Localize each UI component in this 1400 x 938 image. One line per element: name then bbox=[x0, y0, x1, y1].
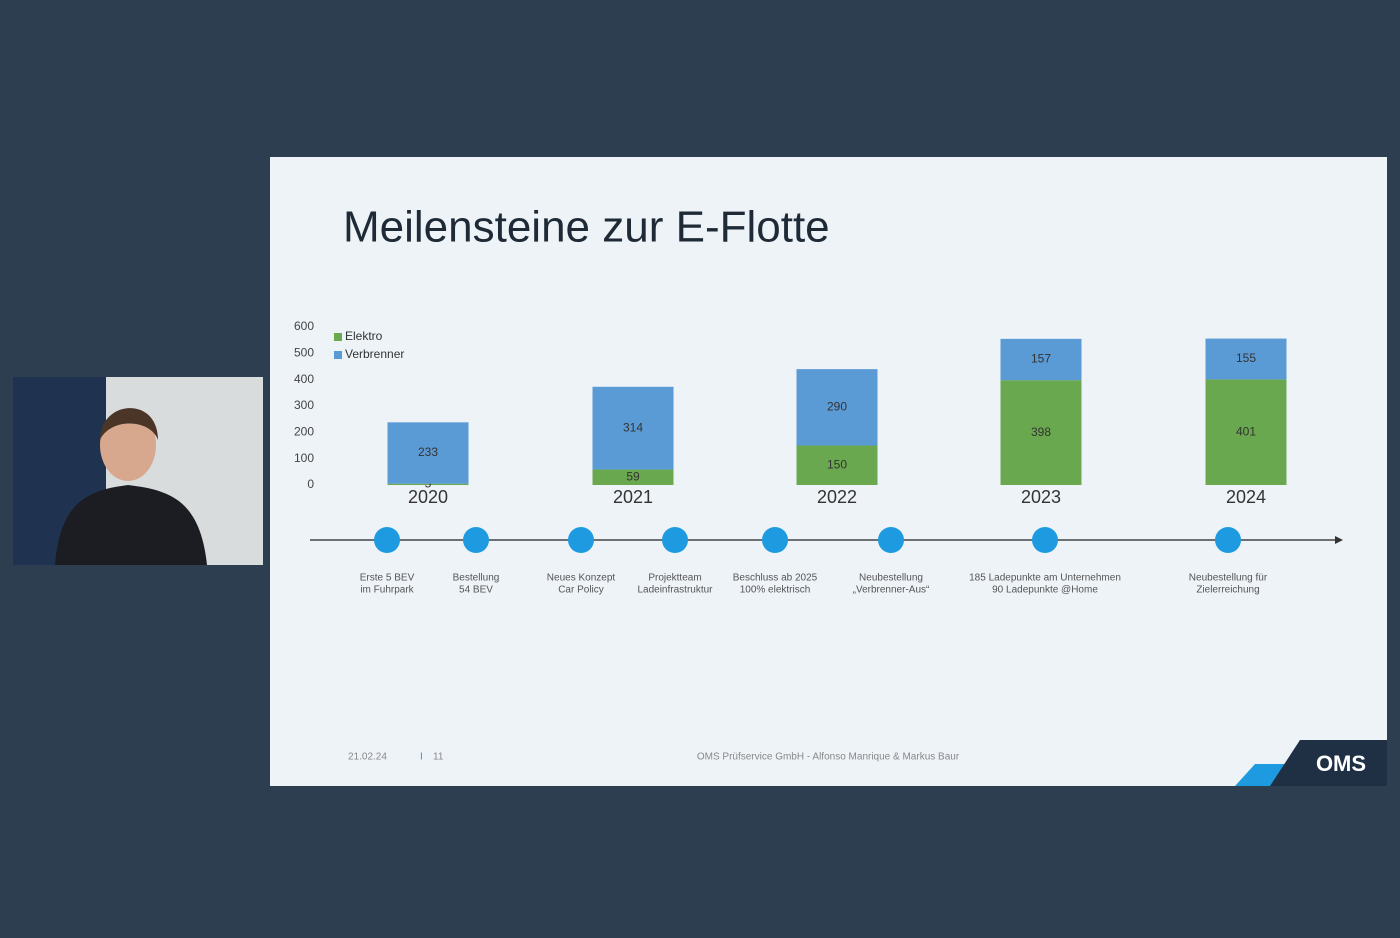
milestone-dot bbox=[463, 527, 489, 553]
x-tick-label: 2020 bbox=[408, 487, 448, 507]
footer-page: 11 bbox=[433, 752, 444, 763]
timeline-arrow bbox=[1335, 536, 1343, 544]
x-tick-label: 2021 bbox=[613, 487, 653, 507]
milestone-label: 185 Ladepunkte am Unternehmen bbox=[969, 573, 1121, 584]
bar-segment bbox=[1000, 338, 1082, 381]
bar-segment bbox=[796, 369, 878, 446]
logo: OMS bbox=[1316, 751, 1366, 776]
logo-bg bbox=[1270, 740, 1387, 786]
bar-segment bbox=[1205, 379, 1287, 485]
milestone-dot bbox=[1032, 527, 1058, 553]
bar-segment bbox=[796, 445, 878, 485]
value-label: 59 bbox=[626, 469, 640, 483]
y-tick-label: 200 bbox=[294, 425, 314, 439]
value-label: 401 bbox=[1236, 424, 1256, 438]
milestone-label: Neubestellung bbox=[859, 573, 923, 584]
legend-swatch bbox=[334, 333, 342, 341]
bar-segment bbox=[387, 483, 469, 485]
value-label: 155 bbox=[1236, 351, 1256, 365]
milestone-label: Neubestellung für bbox=[1189, 573, 1268, 584]
milestone-label: Neues Konzept bbox=[547, 573, 616, 584]
milestone-label: 90 Ladepunkte @Home bbox=[992, 585, 1098, 596]
person-hair bbox=[100, 408, 158, 440]
value-label: 233 bbox=[418, 445, 438, 459]
value-label: 157 bbox=[1031, 352, 1051, 366]
milestone-dot bbox=[1215, 527, 1241, 553]
person-body bbox=[55, 485, 207, 565]
bar-segment bbox=[592, 469, 674, 485]
y-tick-label: 600 bbox=[294, 319, 314, 333]
milestone-dot bbox=[878, 527, 904, 553]
bar-segment bbox=[1205, 338, 1287, 380]
legend-label: Elektro bbox=[345, 329, 383, 343]
legend-swatch bbox=[334, 351, 342, 359]
x-tick-label: 2024 bbox=[1226, 487, 1266, 507]
milestone-label: Beschluss ab 2025 bbox=[733, 573, 818, 584]
x-tick-label: 2022 bbox=[817, 487, 857, 507]
milestone-label: Ladeinfrastruktur bbox=[637, 585, 713, 596]
slide-title: Meilensteine zur E-Flotte bbox=[343, 203, 830, 252]
value-label: 290 bbox=[827, 399, 847, 413]
x-tick-label: 2023 bbox=[1021, 487, 1061, 507]
y-tick-label: 400 bbox=[294, 372, 314, 386]
bar-segment bbox=[1000, 380, 1082, 485]
webcam bbox=[13, 377, 263, 565]
milestone-label: im Fuhrpark bbox=[360, 585, 414, 596]
y-tick-label: 0 bbox=[307, 477, 314, 491]
milestone-label: Zielerreichung bbox=[1196, 585, 1259, 596]
milestone-dot bbox=[762, 527, 788, 553]
value-label: 398 bbox=[1031, 425, 1051, 439]
y-tick-label: 500 bbox=[294, 346, 314, 360]
y-tick-label: 300 bbox=[294, 398, 314, 412]
milestone-label: „Verbrenner-Aus“ bbox=[853, 585, 930, 596]
person-head bbox=[100, 409, 156, 481]
milestone-label: Bestellung bbox=[453, 573, 500, 584]
footer-separator: I bbox=[420, 752, 423, 763]
milestone-dot bbox=[374, 527, 400, 553]
milestone-label: Erste 5 BEV bbox=[360, 573, 415, 584]
bar-segment bbox=[592, 386, 674, 470]
y-tick-label: 100 bbox=[294, 451, 314, 465]
footer-company: OMS Prüfservice GmbH - Alfonso Manrique … bbox=[697, 752, 960, 763]
milestone-label: 100% elektrisch bbox=[740, 585, 811, 596]
footer-date: 21.02.24 bbox=[348, 752, 387, 763]
value-label: 150 bbox=[827, 457, 847, 471]
milestone-label: 54 BEV bbox=[459, 585, 493, 596]
milestone-label: Projektteam bbox=[648, 573, 701, 584]
legend-label: Verbrenner bbox=[345, 347, 404, 361]
milestone-dot bbox=[662, 527, 688, 553]
milestone-dot bbox=[568, 527, 594, 553]
bar-segment bbox=[387, 422, 469, 484]
value-label: 314 bbox=[623, 420, 643, 434]
milestone-label: Car Policy bbox=[558, 585, 604, 596]
